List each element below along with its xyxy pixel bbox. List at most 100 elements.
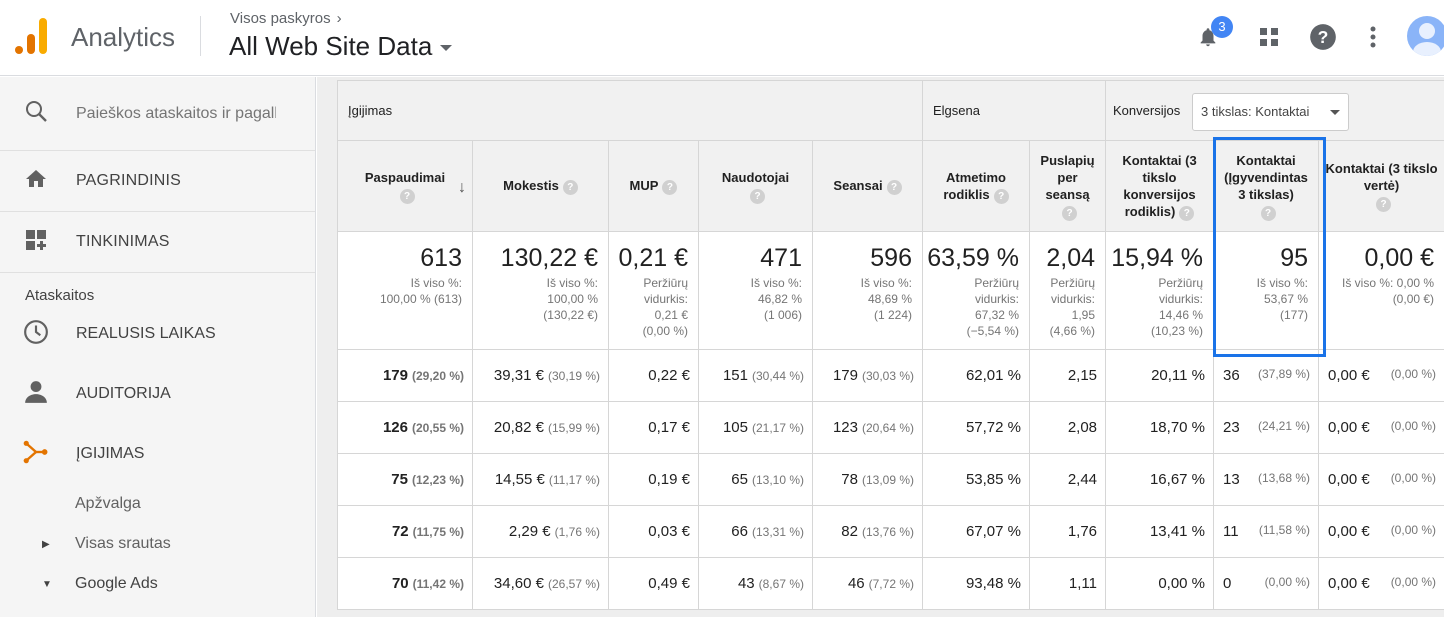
col-header-label: Puslapių per seansą <box>1040 152 1095 202</box>
group-acquisition: Įgijimas <box>337 80 923 141</box>
col-header-users[interactable]: Naudotojai? <box>698 140 813 232</box>
report-area: Įgijimas Elgsena Konversijos 3 tikslas: … <box>317 77 1444 617</box>
sidebar-item-customization[interactable]: TINKINIMAS <box>0 212 315 273</box>
total-value: 95 <box>1280 244 1309 272</box>
analytics-logo[interactable] <box>15 18 49 54</box>
help-icon[interactable]: ? <box>1308 22 1338 52</box>
cell-pages-per-session: 2,08 <box>1028 401 1107 454</box>
cell-cost: 14,55 € (11,17 %) <box>472 453 609 506</box>
sidebar-item-label: REALUSIS LAIKAS <box>76 325 216 342</box>
sidebar-item-realtime[interactable]: REALUSIS LAIKAS <box>0 304 315 364</box>
sidebar-item-acquisition[interactable]: ĮGIJIMAS <box>0 424 315 484</box>
total-cpc: 0,21 € Peržiūrų vidurkis: 0,21 € (0,00 %) <box>608 231 699 350</box>
col-header-clicks[interactable]: Paspaudimai? ↓ <box>337 140 473 232</box>
cell-cpc: 0,03 € <box>608 505 699 558</box>
cell-sessions: 46 (7,72 %) <box>812 557 923 610</box>
cell-pages-per-session: 1,76 <box>1028 505 1107 558</box>
cell-value: 0,00 € (0,00 %) <box>1318 401 1444 454</box>
col-header-sessions[interactable]: Seansai? <box>812 140 923 232</box>
table-row[interactable]: 126 (20,55 %) 20,82 € (15,99 %) 0,17 € 105… <box>337 401 1444 454</box>
top-bar: Analytics Visos paskyros › All Web Site D… <box>0 0 1444 76</box>
col-header-label: Atmetimo rodiklis <box>943 169 1006 202</box>
view-name-label: All Web Site Data <box>229 31 433 61</box>
cell-cost: 34,60 € (26,57 %) <box>472 557 609 610</box>
col-header-label: Paspaudimai <box>364 169 446 185</box>
help-icon[interactable]: ? <box>1260 205 1276 221</box>
col-header-completions[interactable]: Kontaktai (Įgyvendintas 3 tikslas)? <box>1213 140 1320 232</box>
col-header-label: Kontaktai (3 tikslo konversijos rodiklis… <box>1122 152 1197 219</box>
help-icon[interactable]: ? <box>1179 205 1195 221</box>
help-icon[interactable]: ? <box>750 188 765 204</box>
sidebar-item-home[interactable]: PAGRINDINIS <box>0 151 315 212</box>
cell-conv-rate: 13,41 % <box>1105 505 1215 558</box>
cell-bounce-rate: 57,72 % <box>922 401 1030 454</box>
table-row[interactable]: 75 (12,23 %) 14,55 € (11,17 %) 0,19 € 65 (1… <box>337 453 1444 506</box>
table-row[interactable]: 70 (11,42 %) 34,60 € (26,57 %) 0,49 € 43 (8… <box>337 557 1444 610</box>
sidebar-subitem-all-traffic[interactable]: ▶ Visas srautas <box>0 524 315 564</box>
home-icon <box>23 167 49 196</box>
cell-conv-rate: 16,67 % <box>1105 453 1215 506</box>
view-selector[interactable]: All Web Site Data <box>229 31 453 62</box>
total-completions: 95 Iš viso %: 53,67 % (177) <box>1213 231 1320 350</box>
col-header-pages-per-session[interactable]: Puslapių per seansą? <box>1028 140 1107 232</box>
user-avatar[interactable] <box>1407 16 1444 56</box>
cell-cost: 2,29 € (1,76 %) <box>472 505 609 558</box>
sidebar-subitem-label: Apžvalga <box>75 495 141 512</box>
sidebar-subitem-overview[interactable]: Apžvalga <box>0 484 315 524</box>
total-sub: Peržiūrų vidurkis: 0,21 € (0,00 %) <box>642 276 688 338</box>
cell-completions: 11 (11,58 %) <box>1213 505 1320 558</box>
total-value: 15,94 % <box>1111 244 1204 272</box>
cell-clicks: 126 (20,55 %) <box>337 401 473 454</box>
col-header-value[interactable]: Kontaktai (3 tikslo vertė)? <box>1318 140 1444 232</box>
cell-cost: 39,31 € (30,19 %) <box>472 349 609 402</box>
col-header-conv-rate[interactable]: Kontaktai (3 tikslo konversijos rodiklis… <box>1105 140 1215 232</box>
acquisition-icon <box>23 439 49 470</box>
more-vert-icon[interactable] <box>1358 22 1388 52</box>
col-header-bounce-rate[interactable]: Atmetimo rodiklis? <box>922 140 1030 232</box>
cell-completions: 36 (37,89 %) <box>1213 349 1320 402</box>
col-header-cpc[interactable]: MUP? <box>608 140 699 232</box>
cell-users: 66 (13,31 %) <box>698 505 813 558</box>
goal-select-dropdown[interactable]: 3 tikslas: Kontaktai <box>1192 93 1350 131</box>
sidebar-subitem-label: Visas srautas <box>75 535 171 552</box>
sidebar-item-label: PAGRINDINIS <box>76 172 182 189</box>
cell-completions: 0 (0,00 %) <box>1213 557 1320 610</box>
total-value: 0,00 € Iš viso %: 0,00 % (0,00 €) <box>1318 231 1444 350</box>
table-row[interactable]: 179 (29,20 %) 39,31 € (30,19 %) 0,22 € 151… <box>337 349 1444 402</box>
cell-cpc: 0,22 € <box>608 349 699 402</box>
apps-grid-icon[interactable] <box>1254 22 1284 52</box>
total-value: 130,22 € <box>500 244 598 272</box>
cell-users: 105 (21,17 %) <box>698 401 813 454</box>
totals-row: 613 Iš viso %: 100,00 % (613) 130,22 € Iš v… <box>337 231 1444 350</box>
help-icon[interactable]: ? <box>886 180 902 195</box>
report-table: Įgijimas Elgsena Konversijos 3 tikslas: … <box>337 80 1444 610</box>
col-header-label: MUP <box>629 178 659 193</box>
cell-conv-rate: 0,00 % <box>1105 557 1215 610</box>
total-conv-rate: 15,94 % Peržiūrų vidurkis: 14,46 % (10,23 %) <box>1105 231 1215 350</box>
app-name: Analytics <box>71 22 176 52</box>
help-icon[interactable]: ? <box>993 188 1009 204</box>
cell-sessions: 78 (13,09 %) <box>812 453 923 506</box>
goal-select-value: 3 tikslas: Kontaktai <box>1201 104 1310 119</box>
help-icon[interactable]: ? <box>1376 197 1392 212</box>
total-sub: Peržiūrų vidurkis: 67,32 % (−5,54 %) <box>966 276 1019 338</box>
total-value: 2,04 <box>1046 244 1096 272</box>
table-row[interactable]: 72 (11,75 %) 2,29 € (1,76 %) 0,03 € 66 (13,… <box>337 505 1444 558</box>
total-sub: Peržiūrų vidurkis: 1,95 (4,66 %) <box>1049 276 1096 338</box>
search-input[interactable] <box>76 104 276 123</box>
cell-conv-rate: 20,11 % <box>1105 349 1215 402</box>
sidebar-item-audience[interactable]: AUDITORIJA <box>0 364 315 424</box>
help-icon[interactable]: ? <box>399 188 415 204</box>
help-icon[interactable]: ? <box>562 180 578 195</box>
account-breadcrumb[interactable]: Visos paskyros › <box>230 10 342 27</box>
col-header-cost[interactable]: Mokestis? <box>472 140 609 232</box>
col-header-label: Naudotojai <box>721 169 790 185</box>
help-icon[interactable]: ? <box>1062 205 1077 221</box>
caret-down-icon <box>440 45 453 52</box>
sidebar-subitem-google-ads[interactable]: ▼ Google Ads <box>0 564 315 604</box>
cell-sessions: 82 (13,76 %) <box>812 505 923 558</box>
dashboard-add-icon <box>23 228 49 257</box>
group-conversions: Konversijos 3 tikslas: Kontaktai <box>1105 80 1444 141</box>
help-icon[interactable]: ? <box>662 180 678 195</box>
report-search[interactable] <box>0 77 315 151</box>
